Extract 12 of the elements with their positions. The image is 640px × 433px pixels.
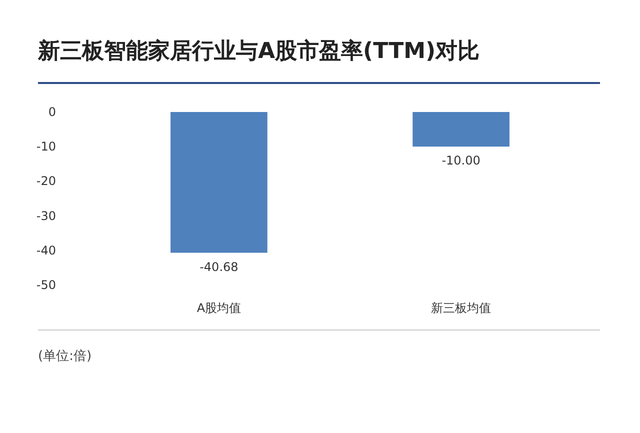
y-tick-label: -20 bbox=[36, 174, 56, 188]
y-tick-label: -40 bbox=[36, 243, 56, 258]
text: (单位:倍) bbox=[38, 349, 92, 364]
data-label: -40.68 bbox=[200, 260, 238, 274]
y-tick-label: -50 bbox=[36, 278, 56, 292]
y-tick-label: -10 bbox=[36, 140, 56, 154]
y-tick-label: -30 bbox=[36, 208, 56, 223]
x-tick-label: A股均值 bbox=[196, 301, 242, 315]
chart-title: 新三板智能家居行业与A股市盈率(TTM)对比 bbox=[37, 38, 480, 64]
data-label: -10.00 bbox=[442, 154, 480, 168]
y-tick-label: 0 bbox=[48, 105, 56, 119]
x-tick-label: 新三板均值 bbox=[431, 301, 492, 315]
